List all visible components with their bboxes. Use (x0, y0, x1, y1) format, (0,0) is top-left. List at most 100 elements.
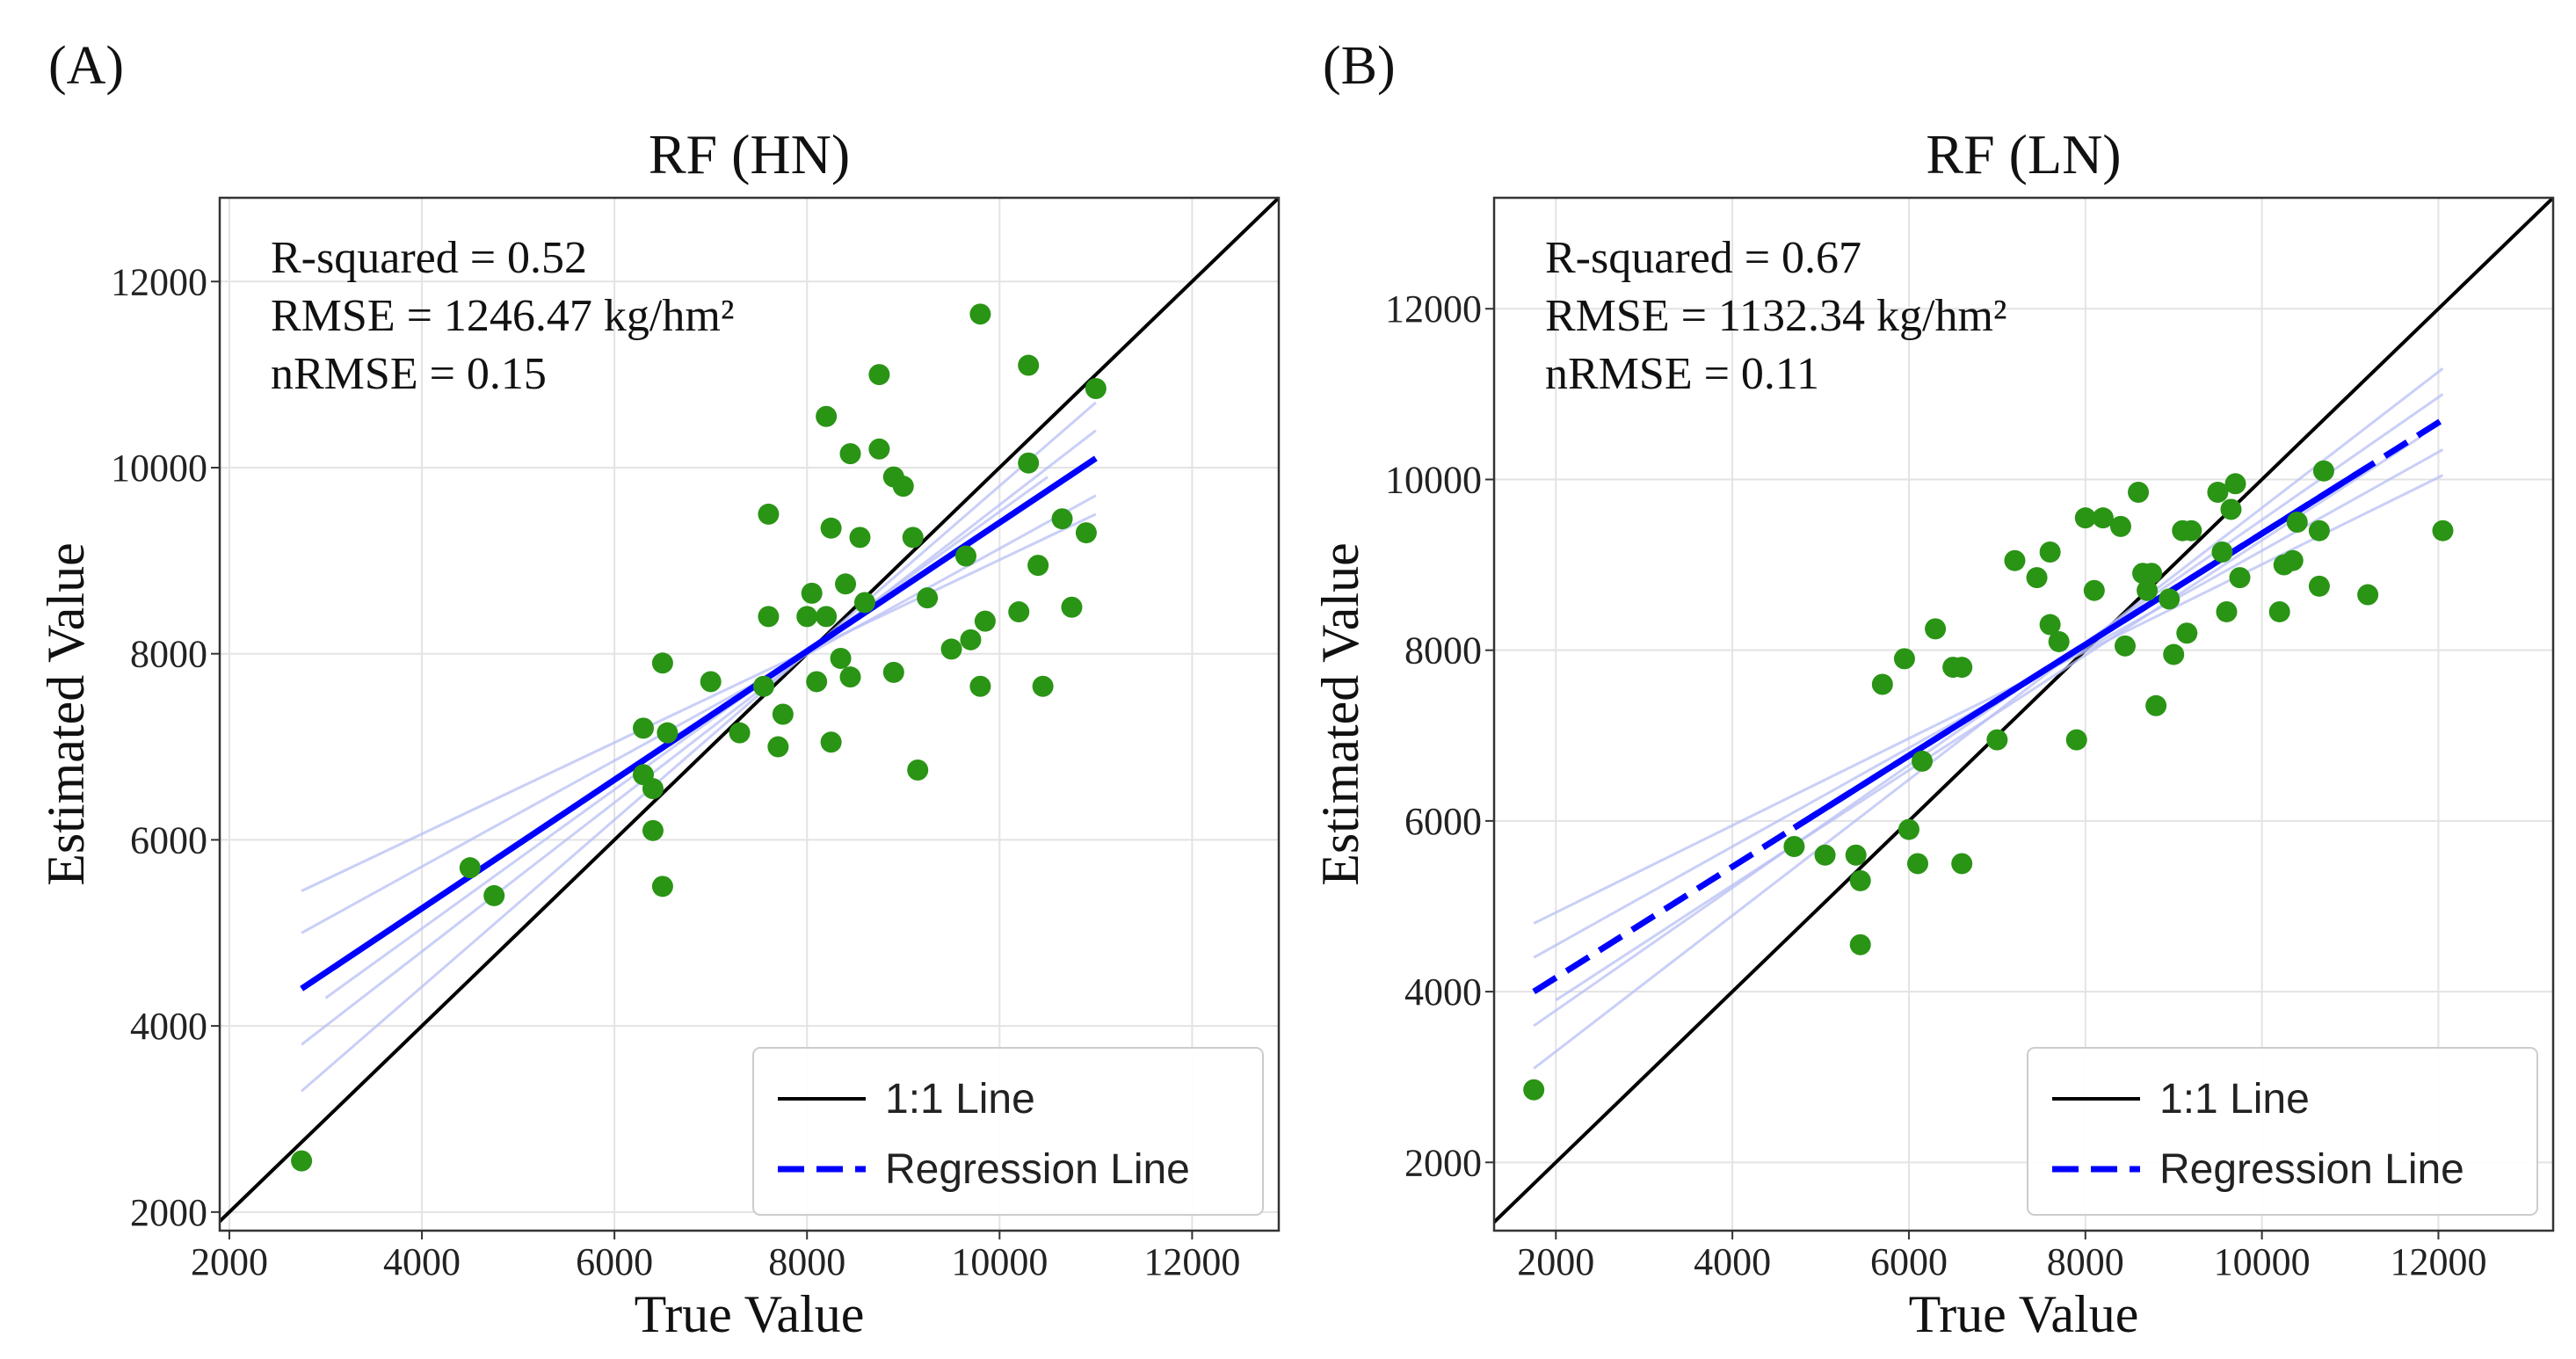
data-point (1907, 853, 1928, 875)
legend-identity-label: 1:1 Line (885, 1076, 1035, 1123)
data-point (1814, 844, 1836, 866)
panel-label: (A) (48, 36, 124, 96)
data-point (2211, 541, 2233, 563)
data-point (1032, 675, 1054, 697)
data-points (291, 303, 1107, 1172)
x-axis-ticks: 2000 4000 6000 8000 10000 12000 (191, 1231, 1240, 1283)
data-point (1523, 1079, 1545, 1101)
data-point (752, 675, 774, 697)
chart-panel-2: 2000 4000 6000 8000 10000 12000 2000 4000 6000 80… (1311, 36, 2555, 1343)
data-point (2128, 482, 2150, 504)
plot-frame (218, 196, 1281, 1232)
data-point (2048, 630, 2070, 652)
data-point (2083, 579, 2105, 601)
x-tick-label: 6000 (576, 1240, 653, 1283)
data-point (2163, 643, 2185, 665)
data-point (651, 876, 673, 898)
data-point (2114, 635, 2136, 657)
data-point (657, 722, 678, 744)
x-tick-label: 2000 (1517, 1240, 1594, 1283)
data-point (1849, 934, 1871, 956)
data-point (459, 857, 481, 879)
data-point (2220, 498, 2242, 520)
data-point (2181, 520, 2202, 541)
data-point (633, 717, 654, 739)
data-point (2026, 567, 2048, 589)
data-point (1783, 836, 1805, 858)
legend-identity-label: 1:1 Line (2159, 1076, 2310, 1123)
legend-regression-label: Regression Line (885, 1146, 1190, 1193)
data-point (1008, 601, 1030, 623)
data-point (2268, 600, 2290, 622)
stat-line: R-squared = 0.52 (271, 233, 587, 283)
x-tick-label: 10000 (951, 1240, 1048, 1283)
data-point (974, 610, 996, 632)
gridlines (220, 198, 1279, 1231)
data-point (940, 638, 962, 660)
y-tick-label: 12000 (1385, 287, 1482, 331)
data-point (767, 736, 789, 758)
panel-label: (B) (1323, 36, 1396, 96)
data-point (1898, 818, 1919, 840)
data-point (2159, 588, 2181, 610)
confidence-band-line (301, 494, 1097, 934)
data-point (758, 606, 780, 628)
y-axis-label: Estimated Value (1311, 542, 1369, 885)
data-point (1085, 378, 1107, 400)
data-point (642, 819, 664, 841)
data-point (1051, 508, 1073, 530)
y-tick-label: 2000 (130, 1191, 207, 1234)
legend-regression-label: Regression Line (2159, 1146, 2464, 1193)
y-tick-label: 4000 (1404, 970, 1482, 1014)
data-point (2308, 520, 2330, 541)
data-point (2308, 575, 2330, 597)
x-tick-label: 4000 (1694, 1240, 1771, 1283)
data-point (2039, 614, 2061, 636)
data-point (907, 759, 929, 781)
data-point (772, 703, 794, 725)
data-point (892, 476, 914, 498)
data-point (2004, 549, 2026, 571)
data-point (642, 778, 664, 800)
data-point (868, 364, 890, 386)
identity-line (1494, 198, 2553, 1225)
x-axis-label: True Value (635, 1285, 865, 1343)
data-point (820, 517, 842, 539)
chart-title: RF (HN) (649, 123, 850, 185)
data-point (969, 303, 991, 325)
legend: 1:1 Line Regression Line (2027, 1047, 2538, 1216)
data-point (868, 438, 890, 460)
data-point (1018, 354, 1040, 376)
data-point (917, 587, 939, 609)
data-point (835, 573, 857, 595)
data-point (1912, 750, 1934, 772)
data-point (830, 647, 852, 669)
confidence-band-line (301, 401, 1097, 1093)
data-point (2286, 512, 2308, 534)
data-point (2145, 694, 2167, 716)
x-tick-label: 10000 (2214, 1240, 2311, 1283)
x-tick-label: 2000 (191, 1240, 268, 1283)
data-point (1925, 618, 1947, 640)
stat-line: RMSE = 1246.47 kg/hm² (271, 291, 734, 341)
data-point (839, 443, 861, 465)
data-point (816, 606, 838, 628)
x-tick-label: 6000 (1870, 1240, 1948, 1283)
y-tick-label: 10000 (1385, 458, 1482, 501)
data-point (806, 671, 828, 693)
confidence-band-line (324, 476, 1049, 999)
data-point (758, 503, 780, 525)
data-point (2229, 567, 2251, 589)
data-point (2224, 473, 2246, 495)
data-point (2432, 520, 2454, 541)
y-tick-label: 8000 (1404, 629, 1482, 672)
data-point (796, 606, 818, 628)
data-point (700, 671, 722, 693)
y-tick-label: 8000 (130, 633, 207, 676)
data-point (954, 545, 976, 567)
data-point (801, 582, 823, 604)
confidence-band-line (301, 512, 1097, 892)
data-point (2074, 507, 2096, 529)
y-tick-label: 4000 (130, 1005, 207, 1048)
